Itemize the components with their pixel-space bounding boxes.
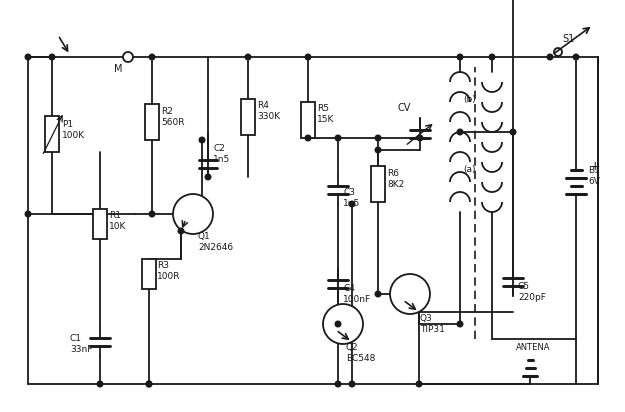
Circle shape bbox=[554, 48, 562, 56]
Circle shape bbox=[146, 381, 152, 387]
Text: C3
1n5: C3 1n5 bbox=[343, 188, 360, 208]
Text: (a): (a) bbox=[463, 164, 476, 173]
Circle shape bbox=[149, 211, 155, 217]
Text: C4
100nF: C4 100nF bbox=[343, 284, 371, 304]
Circle shape bbox=[305, 135, 311, 141]
Circle shape bbox=[98, 381, 102, 387]
Circle shape bbox=[335, 321, 341, 327]
Circle shape bbox=[416, 381, 422, 387]
Circle shape bbox=[548, 54, 552, 60]
Bar bbox=[45, 116, 59, 152]
Circle shape bbox=[390, 274, 430, 314]
Circle shape bbox=[335, 381, 341, 387]
Text: R2
560R: R2 560R bbox=[161, 107, 184, 127]
Text: (b): (b) bbox=[463, 94, 476, 103]
Circle shape bbox=[335, 135, 341, 141]
Text: M: M bbox=[114, 64, 122, 74]
Text: C5
220pF: C5 220pF bbox=[518, 282, 546, 302]
Circle shape bbox=[305, 54, 311, 60]
Text: Q3
TIP31: Q3 TIP31 bbox=[420, 314, 445, 334]
Circle shape bbox=[458, 129, 462, 135]
Circle shape bbox=[573, 54, 579, 60]
Circle shape bbox=[375, 291, 381, 297]
Text: +: + bbox=[590, 159, 601, 173]
Circle shape bbox=[25, 211, 31, 217]
Circle shape bbox=[149, 54, 155, 60]
Circle shape bbox=[489, 54, 495, 60]
Circle shape bbox=[510, 129, 516, 135]
Circle shape bbox=[458, 54, 462, 60]
Text: P1
100K: P1 100K bbox=[62, 120, 85, 140]
Circle shape bbox=[123, 52, 133, 62]
Circle shape bbox=[245, 54, 251, 60]
Text: Q2
BC548: Q2 BC548 bbox=[346, 343, 376, 363]
Text: R1
10K: R1 10K bbox=[109, 211, 126, 231]
Text: Q1
2N2646: Q1 2N2646 bbox=[198, 232, 233, 252]
Text: B1
6V: B1 6V bbox=[588, 166, 600, 186]
Circle shape bbox=[205, 174, 211, 180]
Bar bbox=[145, 104, 159, 140]
Circle shape bbox=[375, 147, 381, 153]
Circle shape bbox=[173, 194, 213, 234]
Text: R5
15K: R5 15K bbox=[317, 104, 334, 124]
Circle shape bbox=[25, 54, 31, 60]
Text: CV: CV bbox=[398, 103, 411, 113]
Circle shape bbox=[178, 228, 184, 234]
Text: C1
33nF: C1 33nF bbox=[70, 334, 92, 353]
Text: R3
100R: R3 100R bbox=[157, 261, 181, 281]
Bar bbox=[371, 166, 385, 202]
Bar bbox=[93, 209, 107, 239]
Circle shape bbox=[199, 137, 205, 143]
Circle shape bbox=[323, 304, 363, 344]
Text: ANTENA: ANTENA bbox=[516, 344, 551, 353]
Circle shape bbox=[418, 135, 422, 141]
Circle shape bbox=[49, 54, 55, 60]
Text: R6
8K2: R6 8K2 bbox=[387, 169, 404, 189]
Bar bbox=[142, 259, 156, 289]
Bar bbox=[301, 102, 315, 138]
Text: R4
330K: R4 330K bbox=[257, 101, 280, 121]
Text: C2
1n5: C2 1n5 bbox=[213, 144, 230, 164]
Circle shape bbox=[349, 381, 355, 387]
Bar bbox=[241, 99, 255, 135]
Circle shape bbox=[375, 135, 381, 141]
Text: S1: S1 bbox=[562, 34, 574, 44]
Circle shape bbox=[146, 381, 152, 387]
Circle shape bbox=[349, 201, 355, 207]
Circle shape bbox=[458, 321, 462, 327]
